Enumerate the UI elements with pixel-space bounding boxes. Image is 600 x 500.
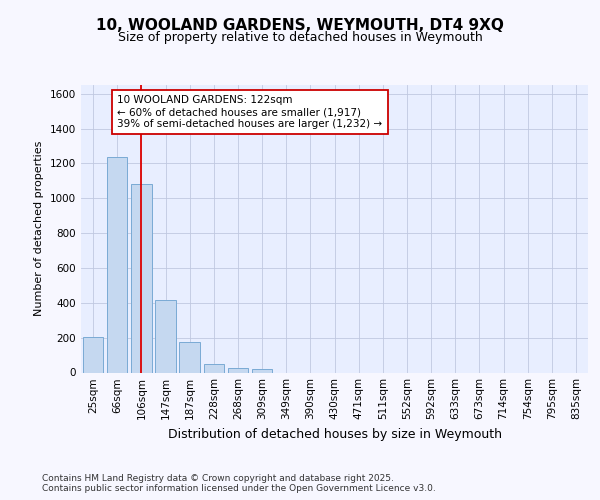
Bar (252, 369, 272, 372)
Text: Size of property relative to detached houses in Weymouth: Size of property relative to detached ho… (118, 31, 482, 44)
Bar (203, 364, 224, 372)
Bar (155, 300, 176, 372)
Bar (227, 368, 248, 372)
X-axis label: Distribution of detached houses by size in Weymouth: Distribution of detached houses by size … (167, 428, 502, 441)
Bar (83, 337, 103, 372)
Bar (107, 158, 127, 372)
Text: Contains HM Land Registry data © Crown copyright and database right 2025.
Contai: Contains HM Land Registry data © Crown c… (42, 474, 436, 494)
Bar (179, 342, 200, 372)
Y-axis label: Number of detached properties: Number of detached properties (34, 141, 44, 316)
Text: 10 WOOLAND GARDENS: 122sqm
← 60% of detached houses are smaller (1,917)
39% of s: 10 WOOLAND GARDENS: 122sqm ← 60% of deta… (117, 96, 382, 128)
Bar (131, 184, 152, 372)
Text: 10, WOOLAND GARDENS, WEYMOUTH, DT4 9XQ: 10, WOOLAND GARDENS, WEYMOUTH, DT4 9XQ (96, 18, 504, 32)
